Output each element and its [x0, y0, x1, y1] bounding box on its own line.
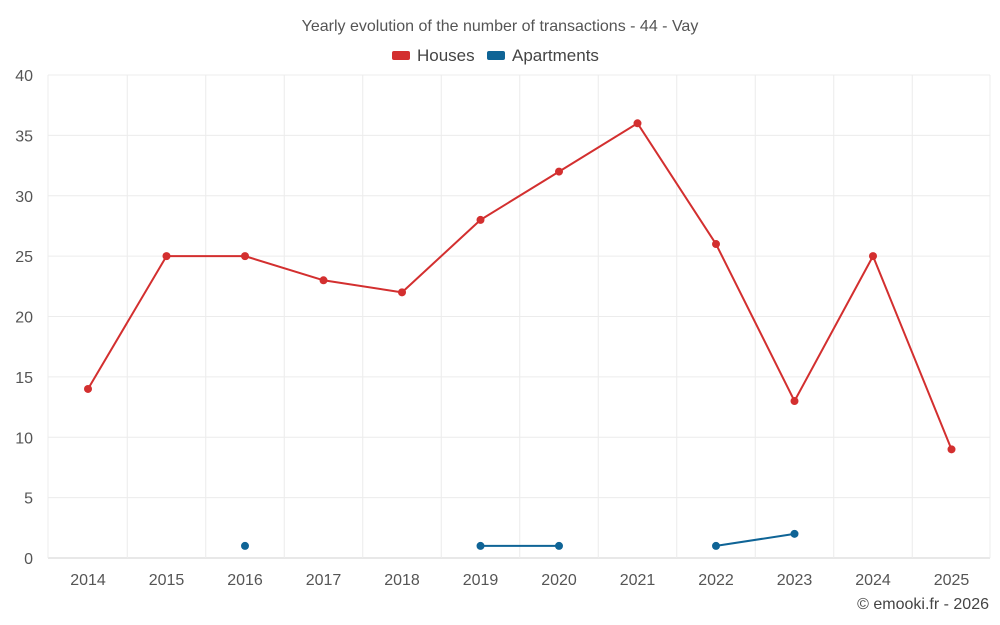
data-point[interactable] [398, 288, 406, 297]
series-line-segment [872, 255, 953, 451]
x-tick-label: 2025 [934, 572, 970, 589]
series-apartments [241, 529, 799, 550]
data-point[interactable] [712, 541, 720, 550]
y-tick-label: 40 [15, 68, 33, 85]
legend-item-apartments[interactable]: Apartments [487, 46, 599, 65]
x-tick-label: 2021 [620, 572, 656, 589]
x-tick-label: 2022 [698, 572, 734, 589]
series-line-segment [401, 218, 482, 294]
legend-item-houses[interactable]: Houses [392, 46, 475, 65]
data-point[interactable] [555, 541, 563, 550]
series-line-segment [322, 279, 403, 294]
series-houses [84, 119, 956, 454]
series-line-segment [636, 122, 717, 246]
data-point[interactable] [790, 529, 799, 538]
y-tick-label: 15 [15, 370, 33, 387]
data-point[interactable] [476, 215, 485, 224]
credit-text: © emooki.fr - 2026 [857, 596, 989, 613]
data-point[interactable] [555, 167, 563, 176]
series-line-segment [715, 532, 796, 547]
series-line-segment [558, 122, 639, 173]
data-point[interactable] [241, 252, 249, 261]
legend-label: Houses [417, 46, 475, 65]
y-axis-ticks: 0 5 10 15 20 25 30 35 40 [15, 68, 33, 568]
legend-swatch [392, 51, 410, 60]
x-tick-label: 2019 [463, 572, 499, 589]
chart-legend: Houses Apartments [392, 46, 599, 65]
y-tick-label: 5 [24, 491, 33, 508]
series-line-segment [793, 255, 874, 403]
y-tick-label: 25 [15, 249, 33, 266]
data-point[interactable] [241, 541, 249, 550]
x-tick-label: 2016 [227, 572, 263, 589]
x-axis-ticks: 2014 2015 2016 2017 2018 2019 2020 2021 2022 2023… [70, 572, 969, 589]
series-line-segment [87, 255, 168, 390]
y-tick-label: 0 [24, 551, 33, 568]
series-line-segment [479, 170, 560, 221]
y-tick-label: 35 [15, 128, 33, 145]
series-layer [84, 119, 956, 550]
x-tick-label: 2014 [70, 572, 106, 589]
y-tick-label: 20 [15, 310, 33, 327]
x-tick-label: 2020 [541, 572, 577, 589]
series-line-segment [715, 243, 796, 403]
data-point[interactable] [869, 252, 877, 261]
grid-lines [47, 74, 991, 559]
x-tick-label: 2018 [384, 572, 420, 589]
legend-label: Apartments [512, 46, 599, 65]
chart-title: Yearly evolution of the number of transa… [302, 18, 699, 35]
data-point[interactable] [947, 445, 956, 454]
legend-swatch [487, 51, 505, 60]
y-tick-label: 10 [15, 430, 33, 447]
series-line-segment [244, 255, 325, 282]
data-point[interactable] [84, 384, 92, 393]
x-tick-label: 2024 [855, 572, 891, 589]
x-tick-label: 2015 [149, 572, 185, 589]
data-point[interactable] [790, 397, 799, 406]
data-point[interactable] [633, 119, 642, 128]
x-tick-label: 2017 [306, 572, 342, 589]
x-tick-label: 2023 [777, 572, 813, 589]
data-point[interactable] [319, 276, 328, 285]
data-point[interactable] [476, 541, 485, 550]
data-point[interactable] [712, 240, 720, 249]
y-tick-label: 30 [15, 189, 33, 206]
data-point[interactable] [162, 252, 171, 261]
